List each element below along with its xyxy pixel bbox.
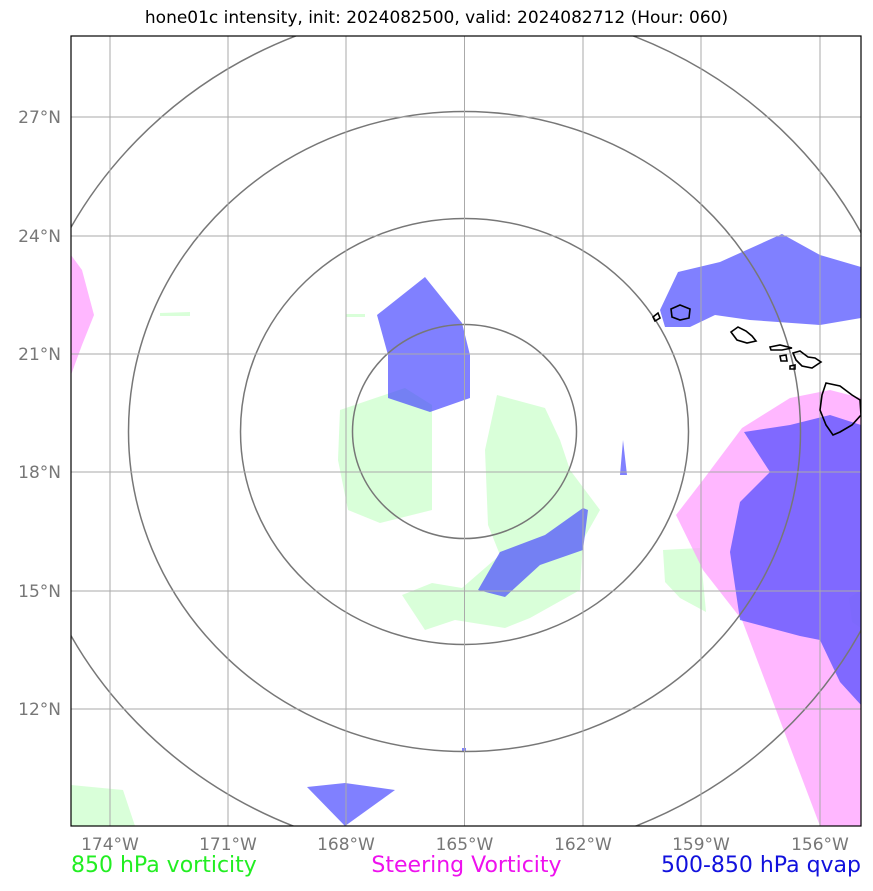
vorticity-850-region xyxy=(402,395,600,630)
qvap-region xyxy=(478,508,588,597)
steering-vorticity-region xyxy=(71,255,94,375)
gridlines xyxy=(71,36,861,826)
map-plot-area xyxy=(71,36,861,826)
lat-tick-label: 12°N xyxy=(18,700,61,720)
legend-qvap: 500-850 hPa qvap xyxy=(660,853,861,878)
vorticity-850-region xyxy=(346,314,365,317)
lon-tick-label: 174°W xyxy=(81,835,139,855)
qvap-region xyxy=(377,277,470,412)
map-title: hone01c intensity, init: 2024082500, val… xyxy=(144,8,729,28)
lat-tick-label: 21°N xyxy=(18,345,61,365)
island-oahu xyxy=(729,326,758,344)
legend-850-vorticity: 850 hPa vorticity xyxy=(71,853,257,878)
island-lanai xyxy=(779,354,788,362)
coastline xyxy=(651,304,861,436)
lon-tick-label: 162°W xyxy=(554,835,612,855)
island-kahoolawe xyxy=(789,364,796,370)
legend-steering-vorticity: Steering Vorticity xyxy=(371,853,562,878)
island-kauai xyxy=(670,304,691,321)
vorticity-850-region xyxy=(71,785,135,826)
lat-tick-label: 18°N xyxy=(18,463,61,483)
vorticity-850-region xyxy=(160,312,190,316)
island-niihau xyxy=(651,311,661,323)
vorticity-850-region xyxy=(663,548,706,612)
lon-tick-label: 168°W xyxy=(317,835,375,855)
island-hawaii xyxy=(819,382,861,436)
lat-tick-label: 27°N xyxy=(18,108,61,128)
lon-axis-labels: 174°W 171°W 168°W 165°W 162°W 159°W 156°… xyxy=(81,835,849,855)
lon-tick-label: 159°W xyxy=(672,835,730,855)
lat-tick-label: 24°N xyxy=(18,227,61,247)
map-frame xyxy=(70,35,862,827)
vorticity-850-fields xyxy=(71,312,861,826)
qvap-fields xyxy=(307,234,861,826)
vorticity-850-region xyxy=(338,388,432,523)
lat-tick-label: 15°N xyxy=(18,582,61,602)
qvap-region xyxy=(307,783,395,826)
lon-tick-label: 156°W xyxy=(791,835,849,855)
island-molokai xyxy=(768,344,793,351)
qvap-region xyxy=(620,440,627,475)
lat-axis-labels: 27°N 24°N 21°N 18°N 15°N 12°N xyxy=(18,108,61,720)
lon-tick-label: 171°W xyxy=(199,835,257,855)
lon-tick-label: 165°W xyxy=(436,835,494,855)
island-maui xyxy=(791,350,823,369)
qvap-region xyxy=(730,415,861,705)
